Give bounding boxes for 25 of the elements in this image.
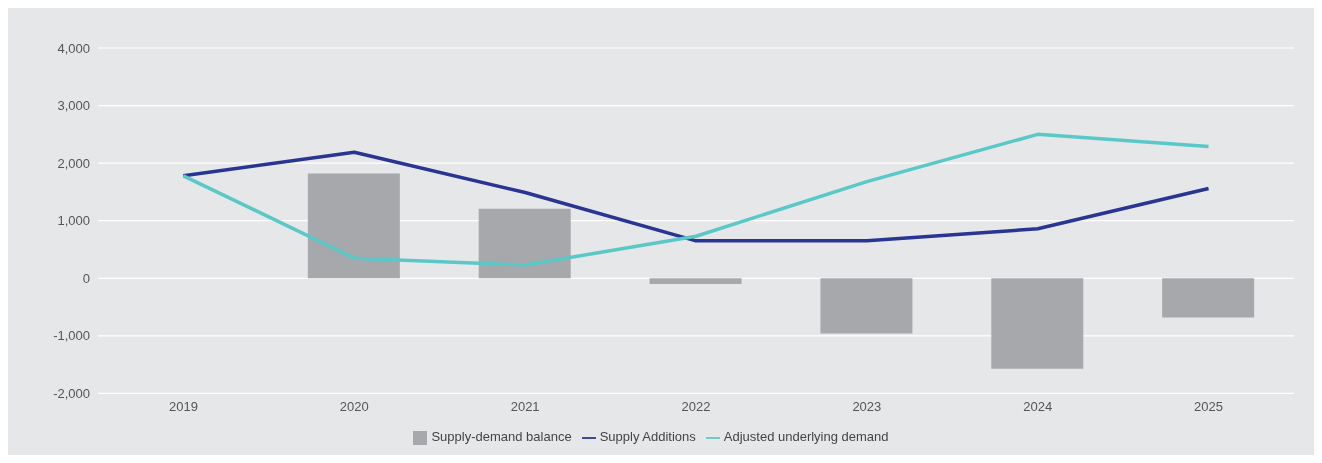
line-series bbox=[181, 150, 1211, 243]
legend-label: Supply-demand balance bbox=[431, 429, 572, 445]
y-tick-label: 1,000 bbox=[57, 213, 90, 229]
y-tick-label: -1,000 bbox=[53, 328, 90, 344]
x-tick-label: 2023 bbox=[852, 398, 882, 414]
bar bbox=[649, 278, 742, 285]
y-tick-label: -2,000 bbox=[53, 386, 90, 402]
y-tick-label: 4,000 bbox=[57, 40, 90, 56]
x-tick-label: 2025 bbox=[1194, 398, 1224, 414]
y-tick-label: 2,000 bbox=[57, 155, 90, 171]
bar bbox=[307, 173, 400, 279]
bar bbox=[820, 278, 913, 334]
y-tick-label: 0 bbox=[82, 270, 90, 286]
bar bbox=[478, 208, 571, 279]
x-tick-label: 2021 bbox=[510, 398, 540, 414]
y-tick-label: 3,000 bbox=[57, 98, 90, 114]
legend-label: Adjusted underlying demand bbox=[723, 429, 889, 445]
x-tick-label: 2022 bbox=[681, 398, 711, 414]
x-tick-label: 2024 bbox=[1023, 398, 1053, 414]
line-series bbox=[181, 132, 1211, 267]
x-tick-label: 2019 bbox=[168, 398, 198, 414]
x-tick-label: 2020 bbox=[339, 398, 369, 414]
legend-label: Supply Additions bbox=[599, 429, 696, 445]
bar bbox=[1162, 278, 1255, 318]
bar bbox=[991, 278, 1084, 369]
